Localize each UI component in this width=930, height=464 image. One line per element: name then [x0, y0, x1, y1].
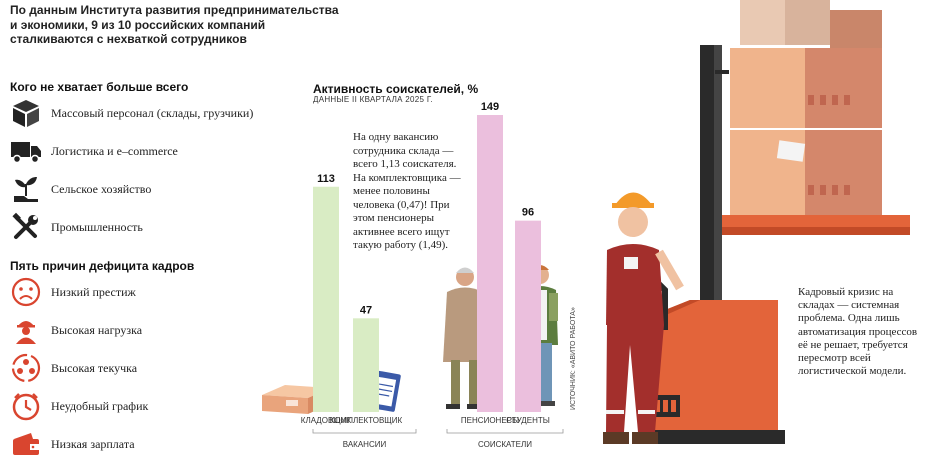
chart-note: На одну вакансию сотрудника склада — все… — [353, 131, 461, 251]
right-note: Кадровый кризис на складах — системная п… — [798, 286, 918, 378]
bar-value-label: 113 — [317, 173, 335, 185]
reasons-title: Пять причин дефицита кадров — [10, 259, 195, 273]
reason-item: Низкий престиж — [10, 275, 136, 309]
shortage-label: Промышленность — [51, 219, 143, 234]
sad-face-icon — [10, 276, 42, 308]
reason-item: Низкая зарплата — [10, 427, 135, 461]
bar — [353, 318, 379, 412]
tools-icon — [10, 211, 42, 243]
reason-label: Неудобный график — [51, 398, 149, 413]
category-label: СТУДЕНТЫ — [506, 416, 550, 425]
forklift-mast-inner — [714, 45, 722, 440]
plant-icon — [10, 173, 42, 205]
box-icon — [10, 97, 42, 129]
shortage-item: Промышленность — [10, 210, 143, 244]
truck-icon — [10, 135, 42, 167]
worker-icon — [10, 314, 42, 346]
clock-icon — [10, 390, 42, 422]
chart-title-block: Активность соискателей, % — [313, 80, 478, 98]
shortage-item: Массовый персонал (склады, грузчики) — [10, 96, 253, 130]
reason-label: Низкая зарплата — [51, 436, 135, 451]
intro-text: По данным Института развития предпринима… — [10, 3, 339, 46]
reason-label: Высокая текучка — [51, 360, 138, 375]
bar-value-label: 96 — [522, 207, 534, 219]
category-label: КЛАДОВЩИК — [301, 416, 352, 425]
reason-label: Низкий престиж — [51, 284, 136, 299]
bar-value-label: 149 — [481, 101, 499, 113]
bar — [515, 220, 541, 412]
category-label: ПЕНСИОНЕРЫ — [461, 416, 519, 425]
group-bracket-vacancies — [312, 429, 417, 434]
reason-item: Неудобный график — [10, 389, 148, 423]
forklift-illustration — [603, 0, 910, 444]
people-cycle-icon — [10, 352, 42, 384]
shortage-item: Сельское хозяйство — [10, 172, 151, 206]
shortage-title: Кого не хватает больше всего — [10, 80, 189, 94]
group-label: ВАКАНСИИ — [343, 440, 387, 449]
shortage-label: Логистика и e–commerce — [51, 143, 178, 158]
bar-chart: 113 КЛАДОВЩИК 47 КОМПЛЕКТОВЩИК 149 ПЕНСИОНЕРЫ… — [262, 101, 564, 449]
group-bracket-applicants — [446, 429, 564, 434]
worker-figure — [603, 192, 684, 444]
bars-layer: 113 КЛАДОВЩИК 47 КОМПЛЕКТОВЩИК 149 ПЕНСИОНЕРЫ… — [301, 101, 550, 449]
bar — [313, 186, 339, 412]
bar — [477, 115, 503, 412]
reason-label: Высокая нагрузка — [51, 322, 143, 337]
shortage-label: Сельское хозяйство — [51, 181, 152, 196]
stacked-boxes — [715, 0, 910, 235]
shortage-item: Логистика и e–commerce — [10, 134, 178, 168]
chart-title: Активность соискателей, % — [313, 82, 479, 96]
reason-item: Высокая нагрузка — [10, 313, 142, 347]
chart-subtitle: ДАННЫЕ II КВАРТАЛА 2025 Г. — [313, 95, 433, 104]
category-label: КОМПЛЕКТОВЩИК — [330, 416, 403, 425]
reason-item: Высокая текучка — [10, 351, 137, 385]
bar-value-label: 47 — [360, 304, 372, 316]
group-label: СОИСКАТЕЛИ — [478, 440, 532, 449]
shortage-label: Массовый персонал (склады, грузчики) — [51, 105, 254, 120]
wallet-icon — [10, 428, 42, 460]
